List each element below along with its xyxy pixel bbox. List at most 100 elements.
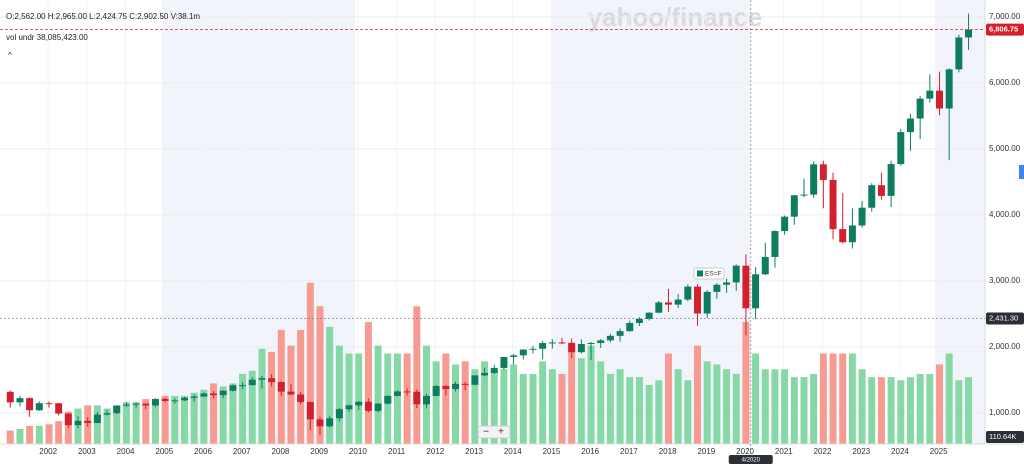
volume-bar (732, 373, 740, 444)
volume-bar (239, 373, 247, 444)
candle-body (790, 195, 798, 217)
volume-tag (986, 431, 1024, 443)
candle-body (945, 69, 953, 109)
volume-bar (761, 369, 769, 444)
candle-body (132, 403, 140, 405)
x-tick-label: 2019 (697, 447, 715, 456)
candle-body (606, 335, 614, 341)
volume-bar (210, 383, 218, 444)
candle-body (877, 185, 885, 196)
candle-body (142, 403, 150, 406)
volume-bar (936, 364, 943, 444)
candle-body (306, 401, 314, 420)
x-tick-label: 2015 (543, 447, 561, 456)
volume-bar (752, 353, 760, 444)
candle-body (277, 382, 285, 392)
y-tick-label: 2,000.00 (989, 342, 1021, 351)
crosshair-date-tag (728, 455, 773, 464)
candle-body (539, 343, 547, 349)
volume-bar (810, 373, 818, 444)
volume-bar (481, 361, 489, 444)
legend-swatch (697, 270, 703, 277)
x-tick-label: 2017 (620, 447, 638, 456)
candle-body (713, 284, 721, 292)
volume-bar (452, 364, 460, 444)
candle-body (364, 401, 372, 411)
volume-bar (742, 322, 750, 444)
side-tab[interactable] (1019, 165, 1024, 179)
volume-bar (945, 353, 953, 444)
candle-body (461, 383, 469, 385)
zoom-out[interactable]: − (483, 427, 489, 438)
candle-body (103, 413, 111, 415)
volume-bar (635, 377, 643, 444)
x-tick-label: 2008 (272, 447, 290, 456)
ohlc-readout: O:2,562.00 H:2,965.00 L:2,424.75 C:2,902… (6, 12, 200, 21)
candle-body (6, 391, 14, 403)
candle-body (955, 37, 963, 70)
volume-bar (926, 373, 934, 444)
candle-body (887, 164, 895, 196)
candle-body (723, 282, 731, 285)
volume-bar (297, 329, 305, 444)
volume-bar (442, 353, 450, 444)
candle-body (500, 356, 508, 368)
candle-body (577, 344, 585, 353)
x-tick-label: 2009 (310, 447, 328, 456)
volume-bar (868, 377, 876, 444)
candle-body (916, 98, 924, 119)
candle-body (616, 331, 624, 336)
candle-body (335, 409, 343, 419)
candle-body (210, 393, 218, 396)
zoom-in[interactable]: + (498, 427, 504, 438)
last-price-tag (986, 23, 1024, 36)
candle-body (113, 405, 121, 414)
volume-bar (906, 377, 914, 444)
volume-bar (122, 402, 130, 444)
x-tick-label: 2005 (155, 447, 173, 456)
candle-body (423, 395, 430, 405)
candle-body (326, 418, 334, 427)
candle-body (906, 118, 914, 133)
volume-bar (355, 353, 363, 444)
candle-body (597, 340, 605, 343)
candle-body (742, 265, 750, 309)
candle-body (965, 29, 973, 38)
x-tick-label: 2024 (891, 447, 909, 456)
candle-body (490, 367, 498, 373)
candle-body (645, 312, 653, 320)
volume-bar (781, 369, 789, 444)
x-tick-label: 2010 (349, 447, 367, 456)
volume-bar (190, 392, 198, 444)
candle-body (655, 302, 663, 313)
volume-bar (268, 351, 276, 444)
volume-bar (800, 377, 808, 444)
volume-bar (374, 345, 382, 444)
volume-bar (674, 369, 682, 444)
collapse-toggle[interactable]: ^ (8, 51, 12, 60)
candle-body (432, 386, 440, 396)
x-tick-label: 2003 (78, 447, 96, 456)
volume-bar (161, 395, 169, 444)
candle-body (519, 349, 527, 356)
candle-body (481, 372, 489, 376)
x-tick-label: 2022 (814, 447, 832, 456)
candle-body (393, 391, 401, 396)
candle-body (868, 185, 876, 208)
volume-bar (694, 345, 701, 444)
volume-bar (132, 402, 140, 444)
candle-body (800, 194, 808, 196)
x-tick-label: 2020 (736, 447, 754, 456)
volume-bar (500, 369, 508, 444)
x-tick-label: 2007 (233, 447, 251, 456)
volume-bar (897, 380, 905, 444)
volume-bar (887, 377, 895, 444)
x-tick-label: 2012 (426, 447, 444, 456)
candle-body (529, 348, 537, 350)
candle-body (287, 391, 295, 395)
candle-body (413, 391, 421, 405)
volume-bar (364, 322, 372, 444)
candle-body (858, 207, 866, 226)
volume-bar (548, 369, 556, 444)
x-tick-label: 2016 (581, 447, 599, 456)
